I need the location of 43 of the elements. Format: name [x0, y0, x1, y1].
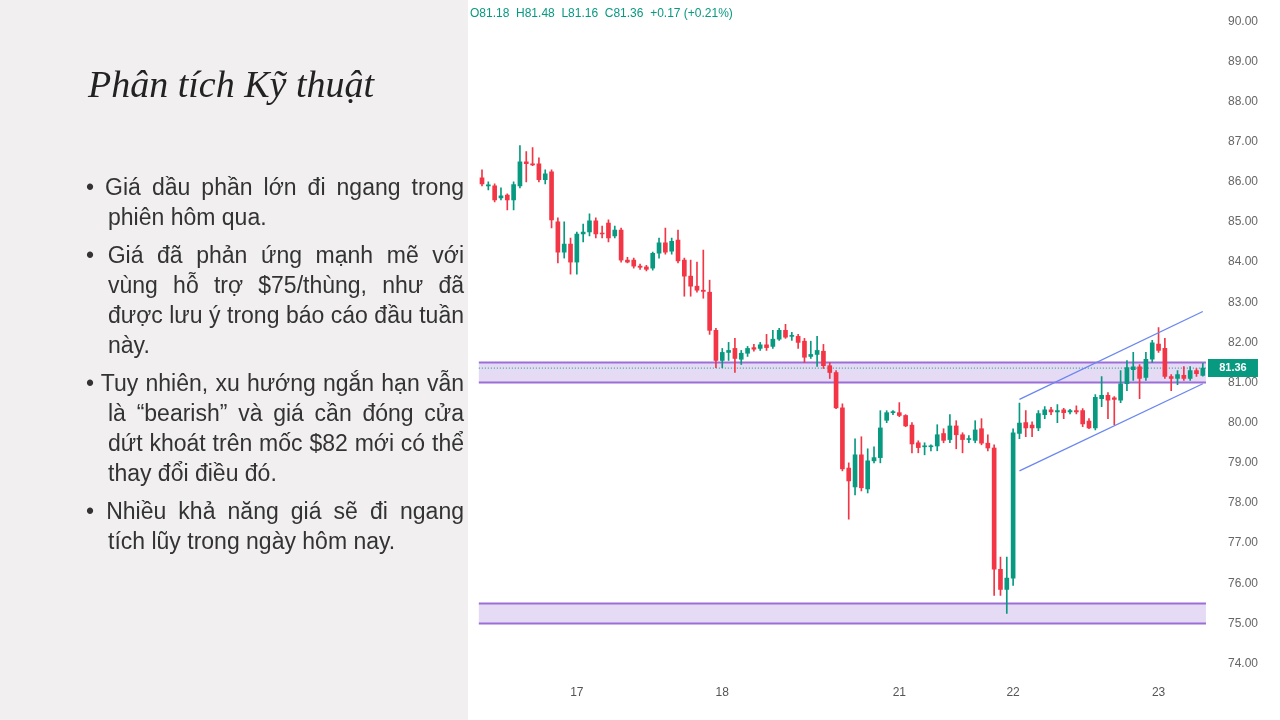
- y-tick-label: 88.00: [1227, 93, 1259, 108]
- y-tick-label: 81.00: [1227, 374, 1259, 389]
- candlestick: [700, 249, 706, 299]
- y-tick-label: 76.00: [1227, 575, 1259, 590]
- candlestick: [1111, 396, 1117, 426]
- x-tick-label: 22: [1006, 685, 1021, 700]
- text: • Giá đã phản ứng mạnh mẽ với vùng hỗ trợ $75/thùng, như đã được lưu ý trong báo cáo đầu tuần này.: [86, 241, 464, 360]
- text: Phân tích Kỹ thuật: [88, 62, 375, 106]
- y-tick-label: 79.00: [1227, 455, 1259, 470]
- candlestick: [1004, 556, 1010, 614]
- candlestick: [966, 435, 972, 444]
- y-tick-label: 87.00: [1227, 133, 1259, 148]
- candlestick: [1168, 374, 1174, 391]
- x-tick-label: 18: [715, 685, 730, 700]
- y-tick-label: 85.00: [1227, 214, 1259, 229]
- ref-line-label: 81.36: [1219, 361, 1247, 374]
- y-tick-label: 82.00: [1227, 334, 1259, 349]
- candlestick: [1105, 392, 1111, 420]
- candlestick: [808, 340, 814, 359]
- x-tick-label: 17: [570, 685, 584, 700]
- text: • Giá dầu phần lớn đi ngang trong phiên hôm qua.: [86, 173, 464, 232]
- y-tick-label: 80.00: [1227, 415, 1259, 430]
- y-tick-label: 86.00: [1227, 174, 1259, 189]
- candlestick: [694, 261, 700, 293]
- candlestick: [928, 444, 934, 452]
- candlestick: [485, 181, 491, 191]
- y-tick-label: 75.00: [1227, 615, 1259, 630]
- y-tick-label: 90.00: [1227, 13, 1259, 28]
- y-tick-label: 83.00: [1227, 294, 1259, 309]
- y-tick-label: 74.00: [1227, 655, 1259, 670]
- chart-subtitle: O81.18 H81.48 L81.16 C81.36 +0.17 (+0.21%): [470, 6, 733, 20]
- y-tick-label: 77.00: [1227, 535, 1259, 550]
- candlestick: [1023, 410, 1029, 438]
- x-tick-label: 23: [1151, 685, 1166, 700]
- candlestick: [561, 221, 567, 259]
- text: • Nhiều khả năng giá sẽ đi ngang tích lũy trong ngày hôm nay.: [86, 497, 464, 556]
- candlestick: [814, 336, 820, 367]
- y-tick-label: 89.00: [1227, 53, 1259, 68]
- y-tick-label: 84.00: [1227, 254, 1259, 269]
- y-tick-label: 78.00: [1227, 495, 1259, 510]
- text: • Tuy nhiên, xu hướng ngắn hạn vẫn là “bearish” và giá cần đóng cửa dứt khoát trên mốc $82 mới có thể thay đổi điều đó.: [86, 369, 464, 488]
- candlestick: [789, 332, 795, 341]
- x-tick-label: 21: [892, 685, 907, 700]
